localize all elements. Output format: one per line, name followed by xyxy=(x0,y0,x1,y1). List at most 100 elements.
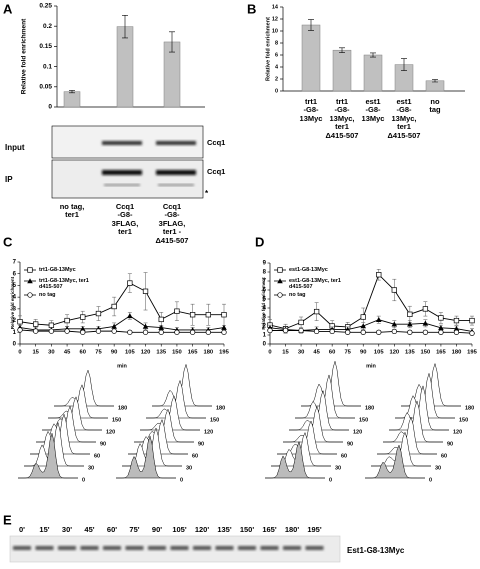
marker xyxy=(360,329,366,335)
y-axis-title: Relative fold enrichment xyxy=(10,276,15,329)
y-tick-label: 7 xyxy=(13,260,17,266)
panel-label: C xyxy=(3,234,13,249)
band xyxy=(158,184,194,186)
flow-label: 90 xyxy=(100,441,106,447)
marker xyxy=(267,327,273,334)
lane-label: 90' xyxy=(152,525,162,534)
bar xyxy=(116,26,134,108)
band-label: Ccq1 xyxy=(207,167,225,176)
x-tick-label: 195 xyxy=(219,350,229,356)
band xyxy=(156,170,196,175)
marker xyxy=(48,328,55,334)
band xyxy=(260,546,279,550)
y-tick-label: 5 xyxy=(13,283,17,289)
y-tick-label: 6 xyxy=(263,288,267,294)
marker xyxy=(142,323,149,329)
x-tick-label: 120 xyxy=(389,350,399,356)
bar xyxy=(425,80,445,92)
x-tick-label: 30 xyxy=(48,350,54,356)
y-tick-label: 2 xyxy=(13,318,17,324)
x-tick-label: est1 -G8- 13Myc, ter1 Δ415-507 xyxy=(387,97,421,140)
legend-entry: est1-G8-13Myc, ter1 d415-507 xyxy=(289,277,341,290)
band xyxy=(215,546,234,550)
x-tick-label: 0 xyxy=(268,350,271,356)
band xyxy=(35,546,54,550)
error-bar xyxy=(308,19,314,31)
x-tick-label: 180 xyxy=(203,350,213,356)
flow-label: 0 xyxy=(82,477,85,483)
series-line xyxy=(19,315,225,331)
x-tick-label: trt1 -G8- 13Myc xyxy=(299,97,323,123)
error-bar xyxy=(339,47,345,53)
x-tick-label: 180 xyxy=(452,350,462,356)
band xyxy=(103,546,121,550)
lane-label: 135' xyxy=(217,525,232,534)
flow-histogram xyxy=(289,389,349,431)
band xyxy=(170,546,189,550)
marker xyxy=(17,319,23,325)
legend-entry: trt1-G8-13Myc xyxy=(39,266,76,273)
y-tick-label: 3 xyxy=(263,315,267,321)
flow-label: 150 xyxy=(112,417,121,423)
marker xyxy=(391,287,397,293)
marker xyxy=(64,317,70,324)
flow-label: 30 xyxy=(435,465,441,471)
lane-label: 165' xyxy=(262,525,277,534)
marker xyxy=(298,327,304,334)
band xyxy=(104,184,140,186)
band xyxy=(193,546,211,550)
flow-label: 120 xyxy=(353,429,362,435)
x-tick-label: 0 xyxy=(18,350,21,356)
bar xyxy=(63,91,81,108)
lane-label: 15' xyxy=(39,525,49,534)
lane-label: 0' xyxy=(19,525,25,534)
x-tick-label: 150 xyxy=(421,350,431,356)
x-tick-label: no tag xyxy=(429,97,441,115)
marker xyxy=(438,329,444,335)
marker xyxy=(158,324,165,330)
band xyxy=(102,141,142,145)
marker xyxy=(33,321,39,327)
legend-entry: no tag xyxy=(289,291,306,298)
error-bar xyxy=(169,31,175,53)
marker xyxy=(205,329,211,335)
y-tick-label: 5 xyxy=(263,297,267,303)
marker xyxy=(360,323,367,329)
flow-histogram xyxy=(140,395,200,431)
marker xyxy=(127,313,133,319)
flow-label: 30 xyxy=(186,465,192,471)
y-axis-title: Relative fold enrichment xyxy=(265,17,271,81)
asterisk: * xyxy=(205,189,209,198)
flow-histogram xyxy=(365,444,425,479)
flow-label: 60 xyxy=(94,453,100,459)
flow-label: 90 xyxy=(198,441,204,447)
y-tick-label: 0.2 xyxy=(43,23,52,30)
marker xyxy=(79,325,86,332)
band xyxy=(58,546,76,550)
y-tick-label: 6 xyxy=(13,271,17,277)
blot-ip xyxy=(51,159,204,199)
y-tick-label: 4 xyxy=(13,295,17,301)
marker xyxy=(64,328,70,334)
band xyxy=(102,170,142,175)
legend-marker xyxy=(277,278,283,284)
flow-histogram xyxy=(283,405,343,443)
lane-label: 60' xyxy=(107,525,117,534)
x-tick-label: 75 xyxy=(95,350,102,356)
marker xyxy=(221,329,227,335)
marker xyxy=(313,308,320,315)
x-tick-label: 30 xyxy=(298,350,304,356)
x-tick-label: est1 -G8- 13Myc xyxy=(361,97,385,123)
flow-histogram xyxy=(54,369,114,407)
marker xyxy=(313,328,320,335)
x-tick-label: 45 xyxy=(64,350,71,356)
blot-label: Est1-G8-13Myc xyxy=(347,546,405,555)
bar xyxy=(363,54,383,92)
flow-label: 30 xyxy=(335,465,341,471)
marker xyxy=(189,312,196,318)
x-tick-label: 105 xyxy=(125,350,135,356)
marker xyxy=(282,327,289,334)
panel-label: E xyxy=(3,512,12,527)
